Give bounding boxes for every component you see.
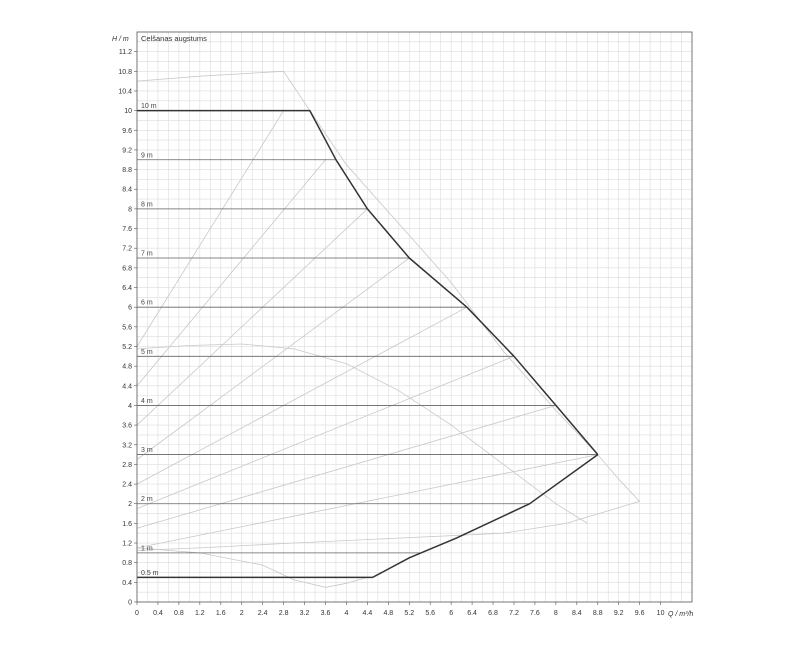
efficiency-arc-line xyxy=(136,343,588,524)
y-tick-label: 8.8 xyxy=(122,167,132,174)
system-curve-line xyxy=(136,405,557,529)
y-tick-label: 6.8 xyxy=(122,265,132,272)
x-tick-label: 4.8 xyxy=(383,610,393,617)
y-tick-label: 5.6 xyxy=(122,324,132,331)
head-level-label: 6 m xyxy=(141,300,153,307)
x-tick-label: 6.8 xyxy=(488,610,498,617)
x-tick-label: 0.8 xyxy=(174,610,184,617)
head-level-label: 9 m xyxy=(141,152,153,159)
y-axis-label: H / m xyxy=(112,36,129,43)
y-tick-label: 7.2 xyxy=(122,246,132,253)
plot-frame xyxy=(136,31,693,603)
x-tick-label: 2.4 xyxy=(258,610,268,617)
system-curve-line xyxy=(136,355,515,509)
head-level-label: 2 m xyxy=(141,496,153,503)
y-tick-label: 6.4 xyxy=(122,285,132,292)
y-tick-label: 2 xyxy=(128,501,132,508)
x-tick-label: 5.6 xyxy=(425,610,435,617)
y-tick-label: 11.2 xyxy=(119,49,132,56)
y-tick-label: 0.4 xyxy=(122,580,132,587)
max-envelope-line xyxy=(137,109,599,456)
x-tick-label: 4 xyxy=(344,610,348,617)
x-tick-label: 8.8 xyxy=(593,610,603,617)
x-tick-label: 8.4 xyxy=(572,610,582,617)
x-tick-label: 1.2 xyxy=(195,610,205,617)
y-tick-label: 5.2 xyxy=(122,344,132,351)
x-tick-label: 4.4 xyxy=(363,610,373,617)
x-tick-label: 0 xyxy=(135,610,139,617)
x-tick-label: 3.2 xyxy=(300,610,310,617)
x-tick-label: 9.6 xyxy=(635,610,645,617)
head-level-label: 10 m xyxy=(141,103,157,110)
x-tick-label: 9.2 xyxy=(614,610,624,617)
y-tick-label: 4.8 xyxy=(122,364,132,371)
x-tick-label: 10 xyxy=(657,610,665,617)
y-tick-label: 10 xyxy=(124,108,132,115)
outer-boundary-line xyxy=(136,70,641,551)
y-tick-label: 1.6 xyxy=(122,521,132,528)
y-tick-label: 3.6 xyxy=(122,423,132,430)
system-curve-line xyxy=(136,208,368,426)
y-tick-label: 4.4 xyxy=(122,383,132,390)
x-tick-label: 3.6 xyxy=(321,610,331,617)
x-tick-label: 6.4 xyxy=(467,610,477,617)
system-curve-line xyxy=(136,257,410,460)
x-tick-label: 2 xyxy=(240,610,244,617)
head-level-label: 8 m xyxy=(141,201,153,208)
y-tick-label: 8.4 xyxy=(122,187,132,194)
y-tick-label: 4 xyxy=(128,403,132,410)
y-tick-label: 0 xyxy=(128,600,132,607)
x-axis-ticks: 0 0.4 0.8 1.2 1.6 2 2.4 2.8 3.2 3.6 4 4.4 4.8 5.2 5.6 6… xyxy=(135,602,665,617)
x-tick-label: 7.6 xyxy=(530,610,540,617)
x-tick-label: 6 xyxy=(449,610,453,617)
min-envelope-line xyxy=(137,453,599,579)
x-tick-label: 8 xyxy=(554,610,558,617)
y-tick-label: 3.2 xyxy=(122,442,132,449)
y-tick-label: 6 xyxy=(128,305,132,312)
system-curve-line xyxy=(136,159,326,387)
head-level-label: 7 m xyxy=(141,251,153,258)
system-curve-line xyxy=(136,454,598,549)
head-level-label: 1 m xyxy=(141,545,153,552)
y-tick-label: 9.6 xyxy=(122,128,132,135)
y-tick-label: 0.8 xyxy=(122,560,132,567)
x-tick-label: 5.2 xyxy=(404,610,414,617)
head-level-label: 4 m xyxy=(141,398,153,405)
head-level-label: 5 m xyxy=(141,349,153,356)
y-tick-label: 10.4 xyxy=(118,88,132,95)
y-tick-label: 9.2 xyxy=(122,147,132,154)
x-tick-label: 2.8 xyxy=(279,610,289,617)
x-tick-label: 0.4 xyxy=(153,610,163,617)
y-tick-label: 2.4 xyxy=(122,482,132,489)
head-level-label: 3 m xyxy=(141,447,153,454)
y-tick-label: 2.8 xyxy=(122,462,132,469)
chart-title: Celšanas augstums xyxy=(141,34,207,43)
head-level-label: 0.5 m xyxy=(141,570,159,577)
envelope-layer xyxy=(137,109,599,579)
x-tick-label: 7.2 xyxy=(509,610,519,617)
x-axis-label: Q / m³/h xyxy=(668,611,693,618)
y-tick-label: 7.6 xyxy=(122,226,132,233)
y-axis-ticks: 0 0.4 0.8 1.2 1.6 2 2.4 2.8 3.2 3.6 4 4.4 4.8 5.2 5.6 6… xyxy=(118,49,137,607)
x-tick-label: 1.6 xyxy=(216,610,226,617)
y-tick-label: 10.8 xyxy=(118,69,132,76)
y-tick-label: 8 xyxy=(128,206,132,213)
y-tick-label: 1.2 xyxy=(122,541,132,548)
